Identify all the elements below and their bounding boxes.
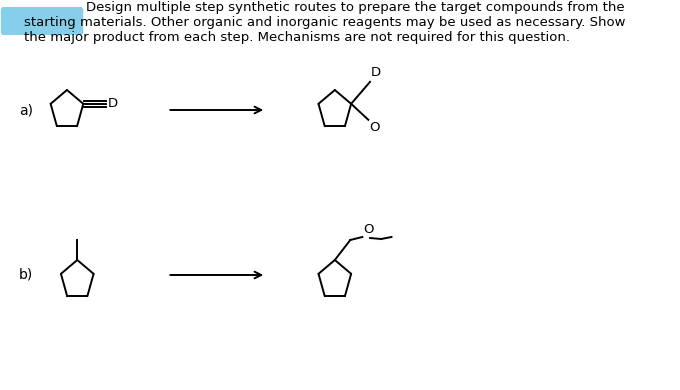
Text: O: O xyxy=(363,223,373,236)
Text: O: O xyxy=(369,121,379,134)
Text: D: D xyxy=(371,66,381,79)
Text: a): a) xyxy=(19,103,33,117)
Text: D: D xyxy=(107,98,118,110)
Text: the major product from each step. Mechanisms are not required for this question.: the major product from each step. Mechan… xyxy=(24,31,570,44)
Text: b): b) xyxy=(19,268,33,282)
Text: starting materials. Other organic and inorganic reagents may be used as necessar: starting materials. Other organic and in… xyxy=(24,16,626,29)
FancyBboxPatch shape xyxy=(1,7,83,35)
Text: Design multiple step synthetic routes to prepare the target compounds from the: Design multiple step synthetic routes to… xyxy=(86,1,624,14)
